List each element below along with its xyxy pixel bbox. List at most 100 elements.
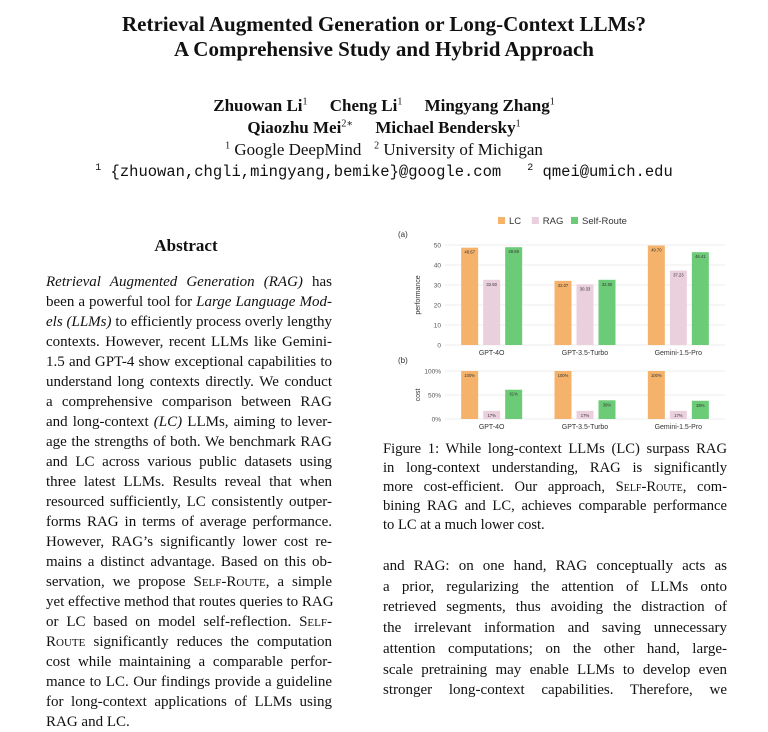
bar-value-label: 48.89 — [508, 249, 519, 254]
bar-value-label: 17% — [581, 413, 590, 418]
bar-value-label: 48.67 — [464, 250, 475, 255]
abstract-line: RAG and LC. — [46, 714, 130, 730]
body-text: and RAG: on one hand, RAG conceptually a… — [383, 556, 727, 701]
bar-value-label: 100% — [558, 373, 569, 378]
author-name: Michael Bendersky1 — [375, 118, 521, 137]
affiliation: Google DeepMind — [234, 140, 362, 159]
abstract-line: However, RAG’s significantly lower cost … — [46, 534, 332, 550]
bar-value-label: 30.33 — [580, 286, 591, 291]
bar — [647, 371, 665, 419]
abstract-line: Retrieval Augmented Generation (RAG) has — [46, 274, 333, 290]
bar-value-label: 49.70 — [651, 248, 662, 253]
bar — [483, 279, 501, 345]
abstract-line: Route significantly reduces the computat… — [46, 634, 332, 650]
panel-label: (a) — [398, 230, 408, 239]
bar — [647, 245, 665, 345]
bar — [554, 280, 572, 345]
abstract-line: forms RAG in terms of average performanc… — [46, 514, 332, 530]
abstract-line: and LC across various public datasets us… — [46, 454, 332, 470]
abstract-line: servation, we propose Self-Route, a simp… — [46, 574, 332, 590]
x-tick-label: Gemini-1.5-Pro — [655, 424, 703, 431]
abstract-line: understand long contexts directly. We co… — [46, 374, 332, 390]
abstract-line: or LC based on model self-reflection. Se… — [46, 614, 332, 630]
abstract-line: yet effective method that routes queries… — [46, 594, 334, 610]
bar — [505, 389, 523, 419]
bar-value-label: 32.60 — [602, 282, 613, 287]
abstract-line: and long-context (LC) LLMs, aiming to le… — [46, 414, 332, 430]
x-tick-label: GPT-3.5-Turbo — [562, 424, 609, 431]
y-tick-label: 20 — [434, 303, 442, 310]
caption-line: bining RAG and LC, achieves comparable p… — [383, 498, 727, 514]
bar-value-label: 37.23 — [673, 273, 684, 278]
y-tick-label: 10 — [434, 323, 442, 330]
body-line: stronger long-context capabilities. Ther… — [383, 682, 727, 699]
bar — [461, 247, 479, 345]
affiliations: 1 Google DeepMind 2 University of Michig… — [225, 140, 543, 159]
legend-label: RAG — [543, 216, 564, 227]
title-line-1: Retrieval Augmented Generation or Long-C… — [122, 12, 646, 36]
author-name: Mingyang Zhang1 — [424, 96, 555, 115]
affiliation: University of Michigan — [383, 140, 543, 159]
body-line: attention computations; on the other han… — [383, 640, 727, 657]
y-tick-label: 50% — [428, 393, 441, 400]
emails: 1 {zhuowan,chgli,mingyang,bemike}@google… — [95, 162, 673, 181]
bar — [505, 247, 523, 345]
body-line: scale pretraining may enable LLMs to dev… — [383, 661, 727, 678]
bar-value-label: 38% — [696, 403, 705, 408]
abstract-line: three latest LLMs. Results reveal that w… — [46, 474, 332, 490]
bar — [576, 410, 594, 419]
y-axis-label: performance — [415, 275, 422, 314]
x-tick-label: GPT-3.5-Turbo — [562, 350, 609, 357]
bar — [483, 410, 501, 419]
bar-value-label: 32.07 — [558, 283, 569, 288]
caption-line: Figure 1: While long-context LLMs (LC) s… — [383, 441, 727, 457]
bar-value-label: 100% — [651, 373, 662, 378]
figure-caption: Figure 1: While long-context LLMs (LC) s… — [383, 440, 727, 535]
bar-value-label: 100% — [464, 373, 475, 378]
author-name: Zhuowan Li1 — [213, 96, 308, 115]
author-block: Zhuowan Li1 Cheng Li1 Mingyang Zhang1 Qi… — [0, 95, 768, 183]
caption-line: in long-context understanding, RAG is si… — [383, 460, 727, 476]
y-tick-label: 30 — [434, 283, 442, 290]
legend-swatch — [571, 217, 578, 224]
x-tick-label: GPT-4O — [479, 350, 505, 357]
figure-1-chart: LC RAG Self-Route (a) 0 10 20 30 40 50 performance… — [398, 216, 725, 431]
abstract-line: mains a distinct advantage. Based on thi… — [46, 554, 332, 570]
bar — [669, 270, 687, 345]
bar — [691, 400, 709, 419]
bar-value-label: 39% — [603, 402, 612, 407]
panel-label: (b) — [398, 356, 408, 365]
bar — [461, 371, 479, 419]
abstract-line: for long-context applications of LLMs us… — [46, 694, 332, 710]
email: qmei@umich.edu — [542, 163, 673, 181]
abstract-line: a comprehensive comparison between RAG — [46, 394, 332, 410]
email: {zhuowan,chgli,mingyang,bemike}@google.c… — [110, 163, 502, 181]
body-line: the irrelevant information and saving un… — [383, 620, 727, 637]
abstract-line: been a powerful tool for Large Language … — [46, 294, 332, 310]
bar — [598, 279, 616, 345]
legend-swatch — [498, 217, 505, 224]
y-tick-label: 0% — [432, 417, 442, 424]
caption-line: more cost-efficient. Our approach, Self-… — [383, 479, 727, 495]
y-tick-label: 0 — [437, 343, 441, 350]
y-tick-label: 100% — [424, 369, 441, 376]
legend-label: Self-Route — [582, 216, 627, 227]
y-axis-label: cost — [415, 389, 422, 402]
legend-label: LC — [509, 216, 521, 227]
caption-line: to LC at a much lower cost. — [383, 517, 545, 533]
bar — [554, 371, 572, 419]
body-line: retrieved segments, thus avoiding the di… — [383, 599, 727, 616]
author-name: Qiaozhu Mei2∗ — [247, 118, 354, 137]
bar — [576, 284, 594, 345]
abstract-line: contexts. However, recent LLMs like Gemi… — [46, 334, 332, 350]
y-tick-label: 50 — [434, 243, 442, 250]
bar — [598, 400, 616, 419]
x-tick-label: GPT-4O — [479, 424, 505, 431]
abstract-line: els (LLMs) to efficiently process overly… — [46, 314, 333, 330]
paper-title: Retrieval Augmented Generation or Long-C… — [0, 12, 768, 62]
bar — [691, 252, 709, 345]
title-line-2: A Comprehensive Study and Hybrid Approac… — [174, 37, 594, 61]
bar-value-label: 17% — [674, 413, 683, 418]
bar — [669, 410, 687, 419]
abstract-line: resourced sufficiently, LC consistently … — [46, 494, 332, 510]
